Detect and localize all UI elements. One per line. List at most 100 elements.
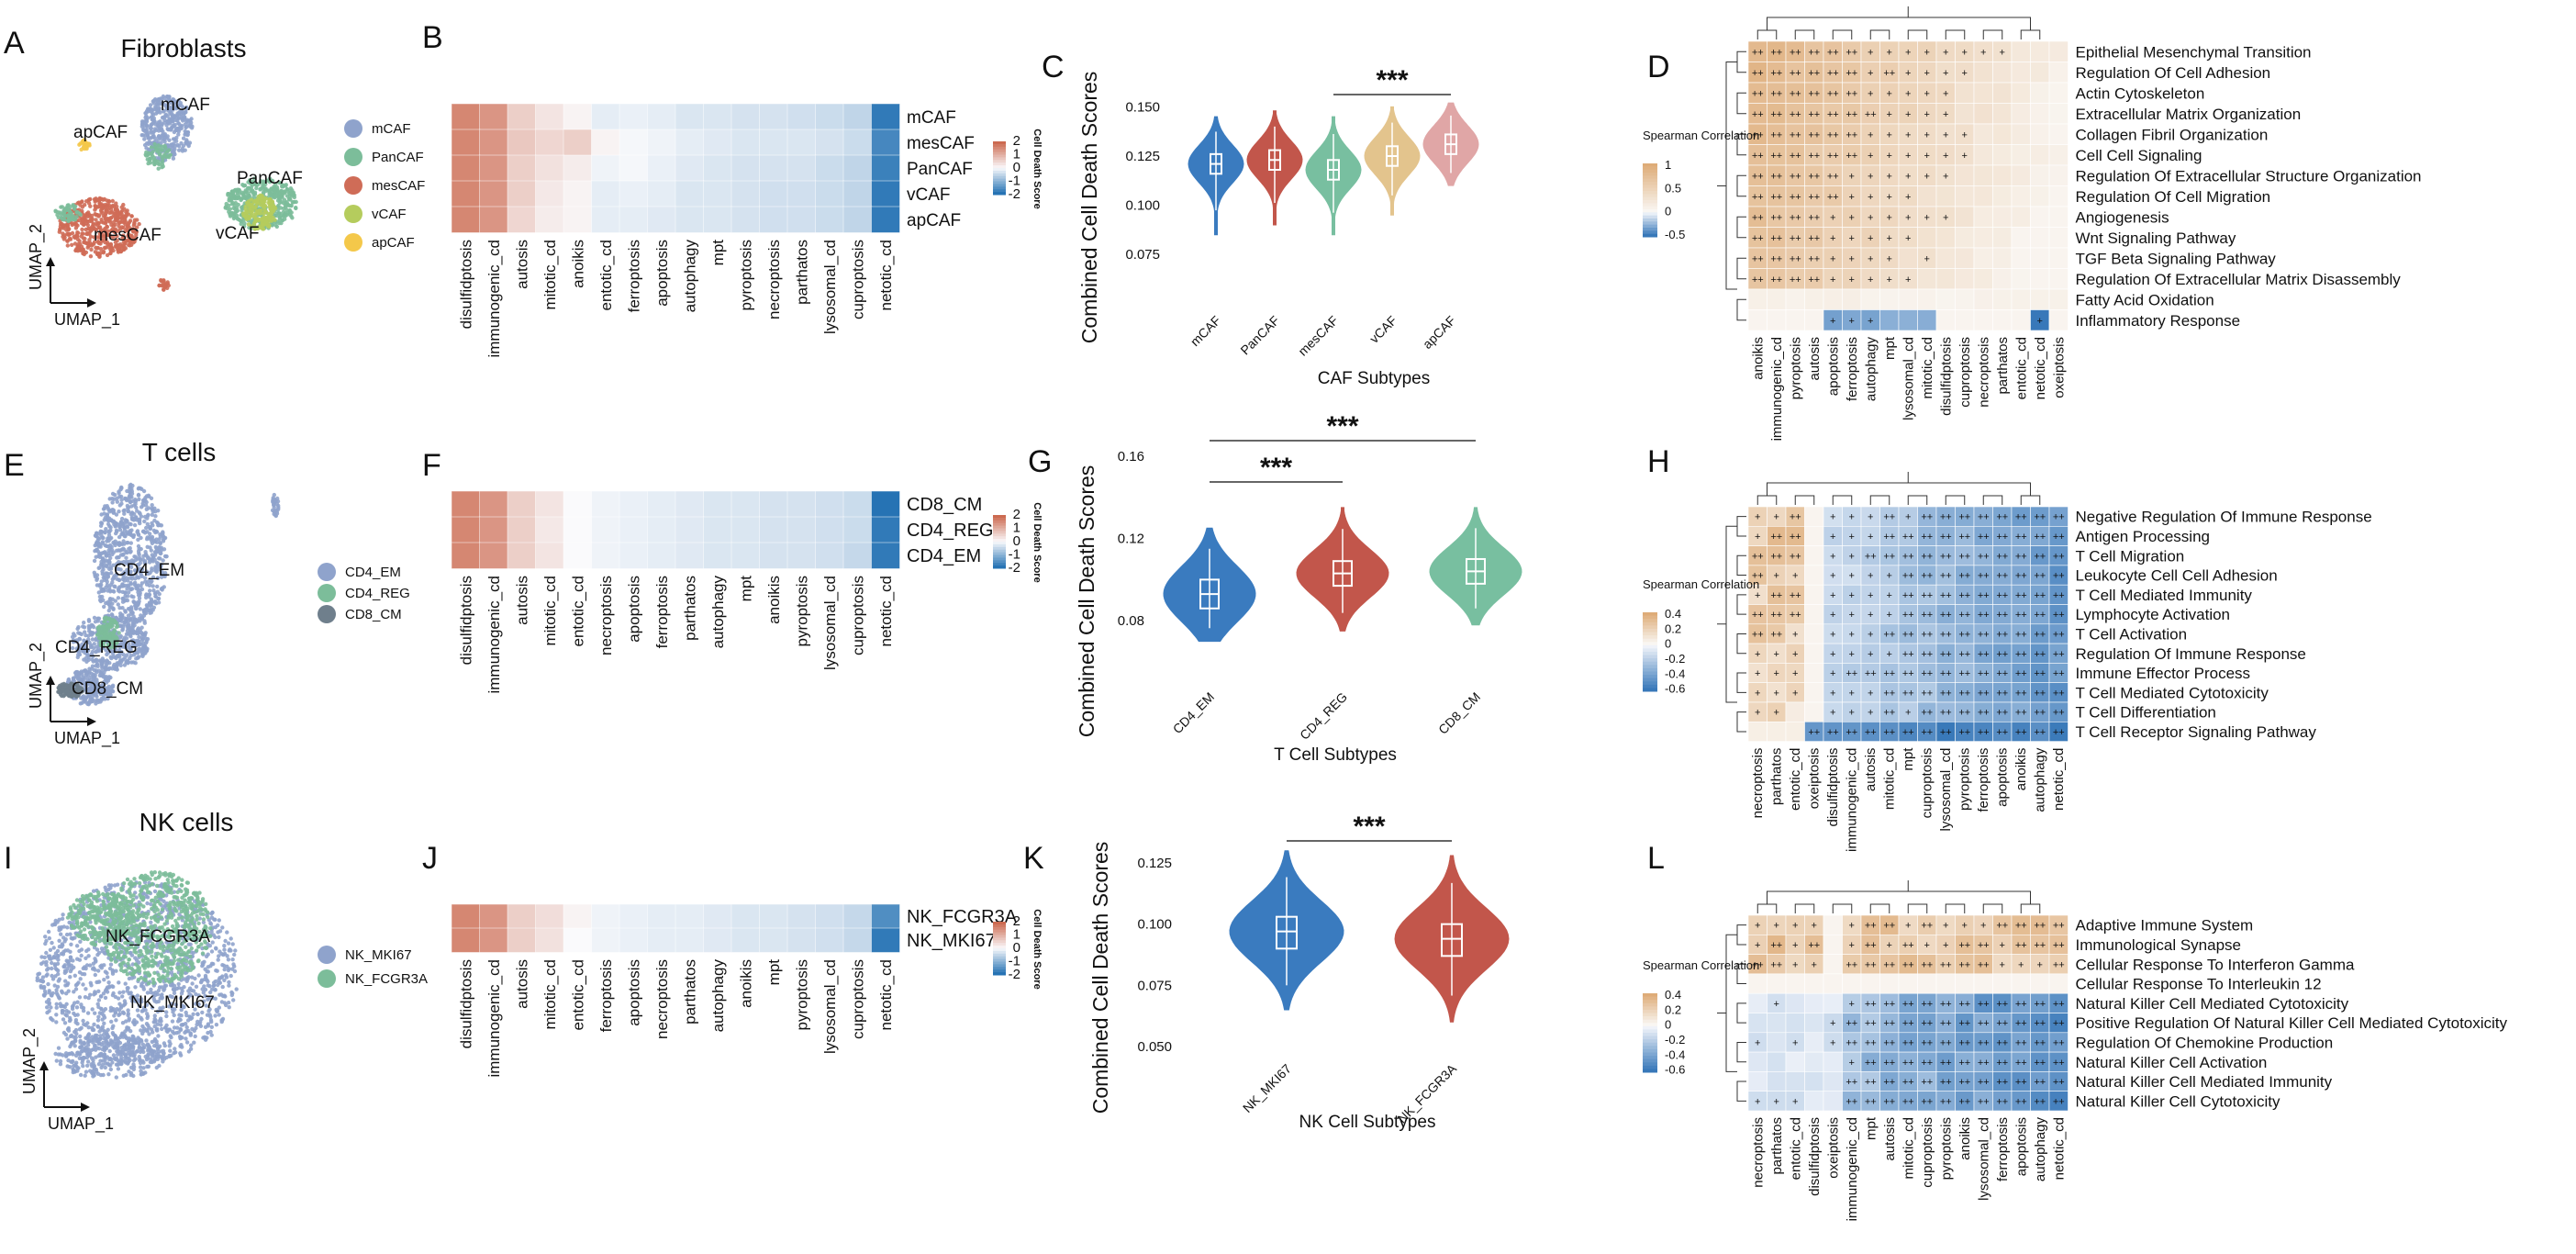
umap-point (284, 183, 288, 187)
umap-point (208, 1029, 213, 1035)
umap-point (102, 978, 106, 982)
umap-y-label: UMAP_2 (27, 224, 46, 290)
umap-point (139, 613, 143, 618)
umap-point (209, 1024, 214, 1030)
umap-point (60, 989, 64, 994)
panel-label-B: B (422, 20, 443, 55)
umap-point (103, 203, 107, 207)
umap-point (173, 118, 178, 123)
umap-point (96, 240, 101, 245)
panel-label-E: E (4, 448, 25, 483)
umap-point (93, 620, 98, 624)
umap-point (249, 224, 254, 229)
umap-point (68, 968, 73, 974)
umap-point (245, 200, 250, 206)
legend-swatch (344, 176, 362, 195)
umap-point (162, 1043, 167, 1048)
umap-point (159, 1019, 163, 1024)
umap-point (93, 957, 97, 961)
legend-label: PanCAF (372, 150, 424, 165)
umap-point (114, 665, 118, 669)
umap-point (98, 599, 104, 604)
umap-point (272, 497, 276, 501)
umap-point (78, 670, 84, 676)
umap-point (73, 1053, 79, 1058)
umap-point (90, 1056, 95, 1060)
umap-point (99, 530, 105, 534)
umap-point (111, 520, 116, 524)
umap-point (222, 967, 227, 972)
umap-point (75, 209, 80, 215)
umap-point (65, 239, 70, 243)
umap-point (128, 243, 132, 248)
umap-point (60, 693, 64, 699)
umap-point (86, 947, 91, 952)
panel-label-D: D (1647, 50, 1670, 84)
umap-point (117, 542, 121, 546)
umap-point (77, 957, 83, 962)
umap-point (79, 632, 84, 637)
umap-point (115, 218, 119, 222)
umap-point (81, 624, 85, 629)
umap-point (107, 509, 112, 514)
umap-point (217, 980, 222, 985)
umap-point (72, 1011, 76, 1016)
umap-point (242, 183, 248, 188)
umap-point (112, 584, 117, 588)
umap-point (134, 1049, 139, 1054)
umap-point (160, 132, 165, 138)
umap-point (72, 241, 78, 246)
umap-point (131, 1058, 137, 1063)
umap-point (131, 599, 136, 604)
umap-point (130, 622, 135, 627)
umap-point (247, 206, 251, 211)
umap-point (55, 948, 61, 954)
umap-point (172, 137, 177, 141)
umap-point (223, 206, 228, 210)
umap-point (149, 987, 153, 992)
umap-point (124, 214, 128, 218)
umap-point (279, 189, 284, 194)
umap-point (64, 207, 70, 212)
umap-point (71, 1067, 75, 1072)
umap-point (188, 1031, 193, 1036)
umap-point (168, 1048, 173, 1053)
umap-point (81, 982, 85, 987)
umap-point (123, 241, 128, 246)
umap-point (103, 969, 108, 974)
umap-point (145, 636, 151, 642)
umap-point (184, 1036, 188, 1041)
umap-point (119, 211, 124, 216)
umap-point (93, 549, 97, 554)
umap-point (111, 248, 116, 253)
umap-point (142, 123, 147, 129)
umap-point (121, 624, 126, 630)
umap-point (102, 577, 107, 582)
umap-point (94, 218, 98, 222)
umap-point (262, 203, 268, 208)
umap-point (106, 574, 110, 578)
umap-point (172, 1025, 177, 1030)
umap-point (47, 997, 51, 1002)
panel-label-C: C (1042, 50, 1065, 84)
umap-point (165, 119, 171, 124)
umap-point (136, 493, 141, 498)
umap-point (102, 604, 106, 610)
umap-point (84, 1023, 88, 1027)
umap-point (113, 214, 117, 219)
umap-point (90, 657, 95, 662)
umap-point (213, 1013, 217, 1018)
umap-point (173, 147, 177, 151)
umap-point (138, 607, 142, 611)
umap-point (172, 1013, 176, 1018)
umap-point (273, 513, 278, 519)
umap-point (114, 201, 118, 206)
umap-point (61, 1003, 66, 1009)
umap-point (61, 218, 67, 222)
umap-point (285, 210, 290, 216)
umap-point (169, 128, 173, 132)
umap-point (115, 234, 119, 239)
umap-point (189, 1043, 194, 1047)
umap-point (145, 895, 151, 900)
umap-point (176, 981, 181, 987)
